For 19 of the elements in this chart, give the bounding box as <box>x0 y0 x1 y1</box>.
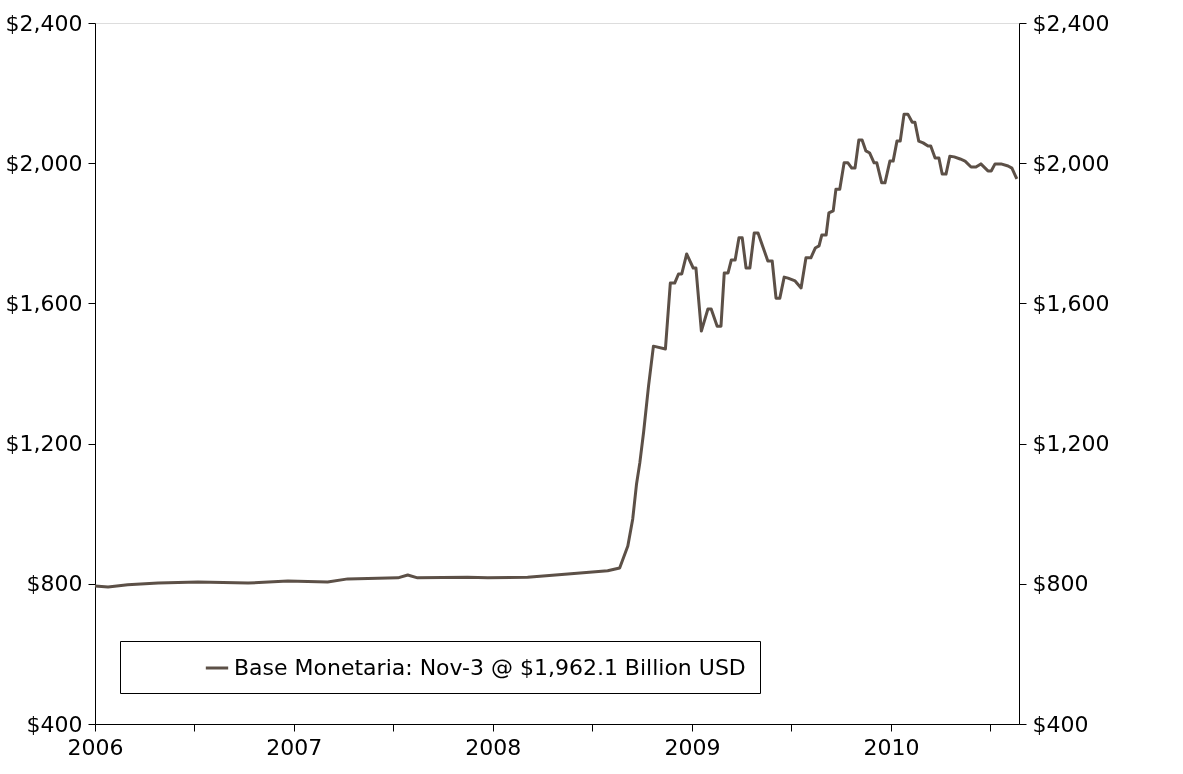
y-tick-label: $2,400 <box>5 10 83 36</box>
x-tick-label: 2009 <box>664 734 721 760</box>
y2-tick-label: $800 <box>1032 571 1089 597</box>
y2-tick-label: $1,200 <box>1032 431 1110 457</box>
legend-label: Base Monetaria: Nov-3 @ $1,962.1 Billion USD <box>234 655 746 680</box>
line-series <box>93 112 1019 589</box>
y-tick-label: $800 <box>26 571 83 597</box>
x-tick-label: 2010 <box>863 734 920 760</box>
y2-tick-label: $2,000 <box>1032 150 1110 176</box>
y-tick-label: $1,200 <box>5 431 83 457</box>
y-tick-label: $1,600 <box>5 290 83 316</box>
x-tick-label: 2007 <box>266 734 323 760</box>
y-tick-label: $2,000 <box>5 150 83 176</box>
y2-tick-label: $400 <box>1032 711 1089 737</box>
x-tick-label: 2008 <box>465 734 522 760</box>
y-tick-label: $400 <box>26 711 83 737</box>
y2-tick-label: $1,600 <box>1032 290 1110 316</box>
y2-tick-label: $2,400 <box>1032 10 1110 36</box>
x-tick-label: 2006 <box>67 734 124 760</box>
